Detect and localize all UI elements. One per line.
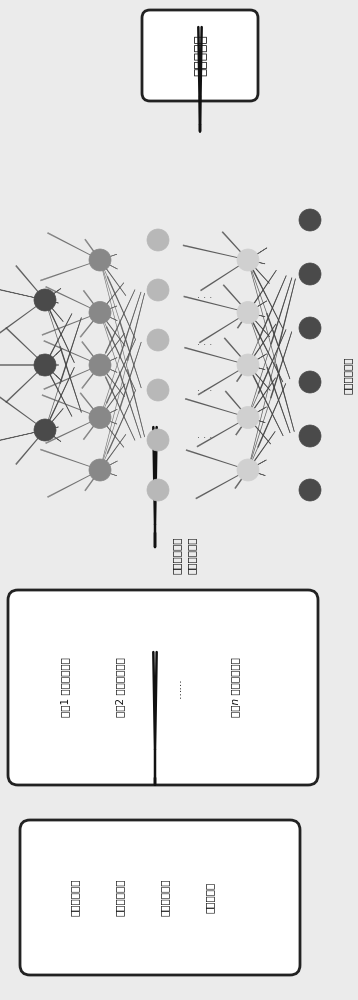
Circle shape [147, 479, 169, 501]
Text: 提取网络指标: 提取网络指标 [172, 536, 182, 574]
Circle shape [299, 209, 321, 231]
FancyBboxPatch shape [20, 820, 300, 975]
Text: ……: …… [173, 677, 183, 698]
Text: 脑状态监测: 脑状态监测 [193, 35, 207, 76]
FancyBboxPatch shape [8, 590, 318, 785]
Circle shape [147, 429, 169, 451]
Circle shape [237, 249, 259, 271]
Text: . . .: . . . [197, 290, 213, 300]
Text: 尺度2 构建复杂网络: 尺度2 构建复杂网络 [115, 658, 125, 717]
Circle shape [89, 406, 111, 428]
Text: 深度学习模型: 深度学习模型 [343, 356, 353, 394]
Circle shape [237, 302, 259, 324]
Text: 尺度n 构建复杂网络: 尺度n 构建复杂网络 [230, 658, 240, 717]
Circle shape [34, 419, 56, 441]
Circle shape [34, 289, 56, 311]
Circle shape [34, 354, 56, 376]
Circle shape [89, 302, 111, 324]
Circle shape [237, 406, 259, 428]
Circle shape [147, 379, 169, 401]
Circle shape [299, 425, 321, 447]
Text: 获取脑电信号: 获取脑电信号 [115, 879, 125, 916]
Text: 并对脑电信号: 并对脑电信号 [160, 879, 170, 916]
Circle shape [89, 249, 111, 271]
Circle shape [89, 354, 111, 376]
Text: 尺度1 构建复杂网络: 尺度1 构建复杂网络 [60, 658, 70, 717]
Circle shape [299, 263, 321, 285]
Circle shape [299, 371, 321, 393]
Text: 组成特征向量: 组成特征向量 [187, 536, 197, 574]
Circle shape [89, 459, 111, 481]
Text: . . .: . . . [197, 430, 213, 440]
FancyBboxPatch shape [142, 10, 258, 101]
Circle shape [147, 329, 169, 351]
Circle shape [147, 229, 169, 251]
Circle shape [299, 479, 321, 501]
Text: 进行预处理: 进行预处理 [205, 882, 215, 913]
Text: 智能穿戴设备: 智能穿戴设备 [70, 879, 80, 916]
Circle shape [147, 279, 169, 301]
Circle shape [237, 354, 259, 376]
Text: . . .: . . . [197, 337, 213, 347]
Circle shape [299, 317, 321, 339]
Circle shape [237, 459, 259, 481]
Text: . . .: . . . [197, 383, 213, 393]
